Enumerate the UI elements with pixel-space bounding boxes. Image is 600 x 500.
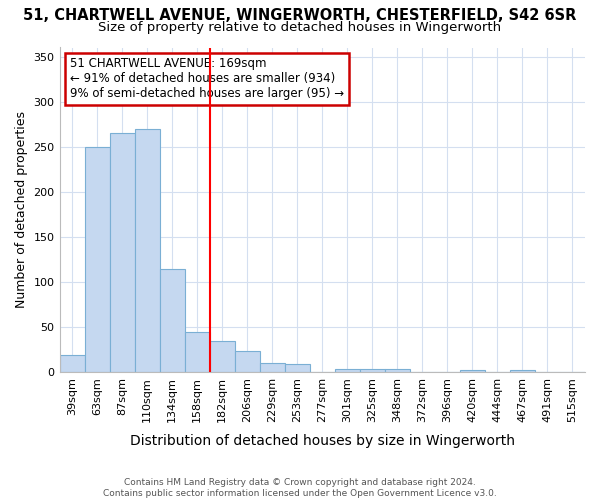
Text: Size of property relative to detached houses in Wingerworth: Size of property relative to detached ho… bbox=[98, 21, 502, 34]
Bar bbox=[185, 332, 209, 372]
Bar bbox=[85, 147, 110, 372]
Y-axis label: Number of detached properties: Number of detached properties bbox=[15, 112, 28, 308]
Bar bbox=[385, 369, 410, 372]
Bar bbox=[110, 133, 134, 372]
Text: 51 CHARTWELL AVENUE: 169sqm
← 91% of detached houses are smaller (934)
9% of sem: 51 CHARTWELL AVENUE: 169sqm ← 91% of det… bbox=[70, 57, 344, 100]
X-axis label: Distribution of detached houses by size in Wingerworth: Distribution of detached houses by size … bbox=[130, 434, 515, 448]
Bar bbox=[160, 268, 185, 372]
Bar bbox=[235, 350, 260, 372]
Bar bbox=[260, 364, 285, 372]
Bar bbox=[59, 356, 85, 372]
Bar bbox=[510, 370, 535, 372]
Text: Contains HM Land Registry data © Crown copyright and database right 2024.
Contai: Contains HM Land Registry data © Crown c… bbox=[103, 478, 497, 498]
Bar bbox=[460, 370, 485, 372]
Bar bbox=[209, 341, 235, 372]
Bar bbox=[285, 364, 310, 372]
Bar bbox=[360, 369, 385, 372]
Bar bbox=[335, 369, 360, 372]
Text: 51, CHARTWELL AVENUE, WINGERWORTH, CHESTERFIELD, S42 6SR: 51, CHARTWELL AVENUE, WINGERWORTH, CHEST… bbox=[23, 8, 577, 22]
Bar bbox=[134, 128, 160, 372]
